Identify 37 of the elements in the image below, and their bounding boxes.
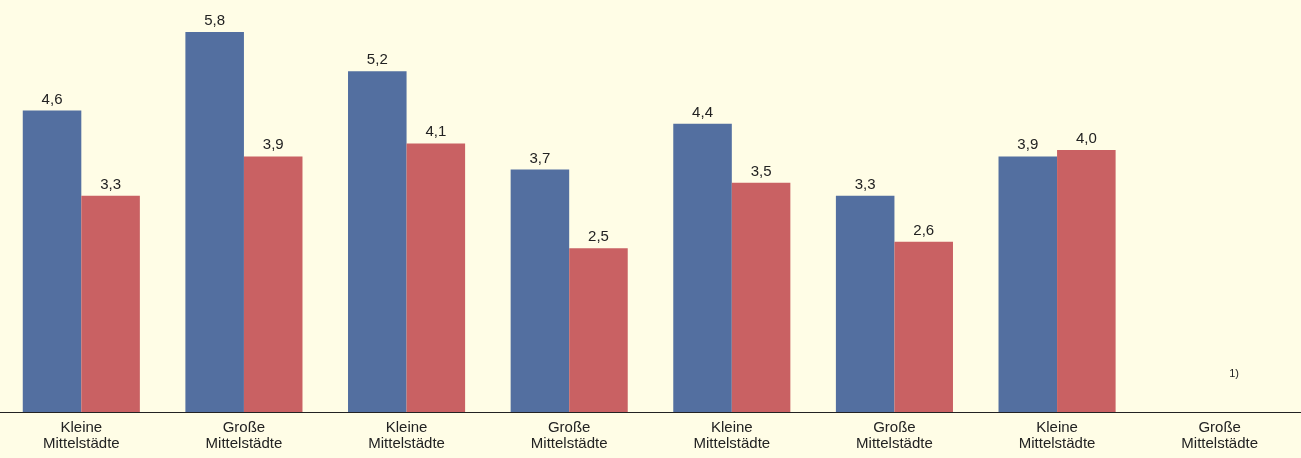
- data-label: 3,3: [854, 174, 876, 192]
- bar: [894, 241, 953, 412]
- data-label: 3,9: [262, 135, 284, 153]
- data-label: 3,9: [1017, 135, 1039, 153]
- x-tick-label: Große Mittelstädte: [856, 417, 933, 451]
- bar: [510, 169, 570, 412]
- bar: [348, 71, 407, 412]
- x-tick-label: Große Mittelstädte: [530, 417, 608, 451]
- bar: [835, 195, 895, 412]
- bar: [731, 182, 791, 412]
- bar: [185, 32, 244, 412]
- data-label: 4,6: [41, 89, 63, 107]
- annotation: 1): [1229, 366, 1239, 379]
- data-label: 2,5: [588, 227, 609, 245]
- bar: [569, 248, 628, 412]
- data-label: 4,4: [692, 102, 713, 120]
- bar: [81, 195, 140, 412]
- bar: [998, 156, 1058, 412]
- x-tick-label: Kleine Mittelstädte: [1018, 417, 1096, 451]
- data-label: 5,8: [204, 11, 226, 28]
- x-tick-label: Große Mittelstädte: [1181, 417, 1259, 451]
- data-label: 3,5: [750, 161, 772, 179]
- x-tick-label: Kleine Mittelstädte: [42, 417, 120, 451]
- x-tick-label: Kleine Mittelstädte: [693, 417, 771, 451]
- x-tick-label: Große Mittelstädte: [205, 417, 283, 451]
- bar: [1057, 149, 1116, 412]
- bar: [243, 156, 303, 412]
- data-label: 2,6: [913, 220, 935, 238]
- bar: [406, 143, 466, 412]
- data-label: 4,1: [425, 122, 447, 140]
- bar: [22, 110, 82, 412]
- data-label: 4,0: [1075, 128, 1097, 146]
- bar: [673, 123, 732, 412]
- data-label: 3,3: [100, 174, 122, 192]
- data-label: 5,2: [366, 50, 388, 68]
- x-tick-label: Kleine Mittelstädte: [368, 417, 445, 451]
- data-label: 3,7: [529, 148, 551, 166]
